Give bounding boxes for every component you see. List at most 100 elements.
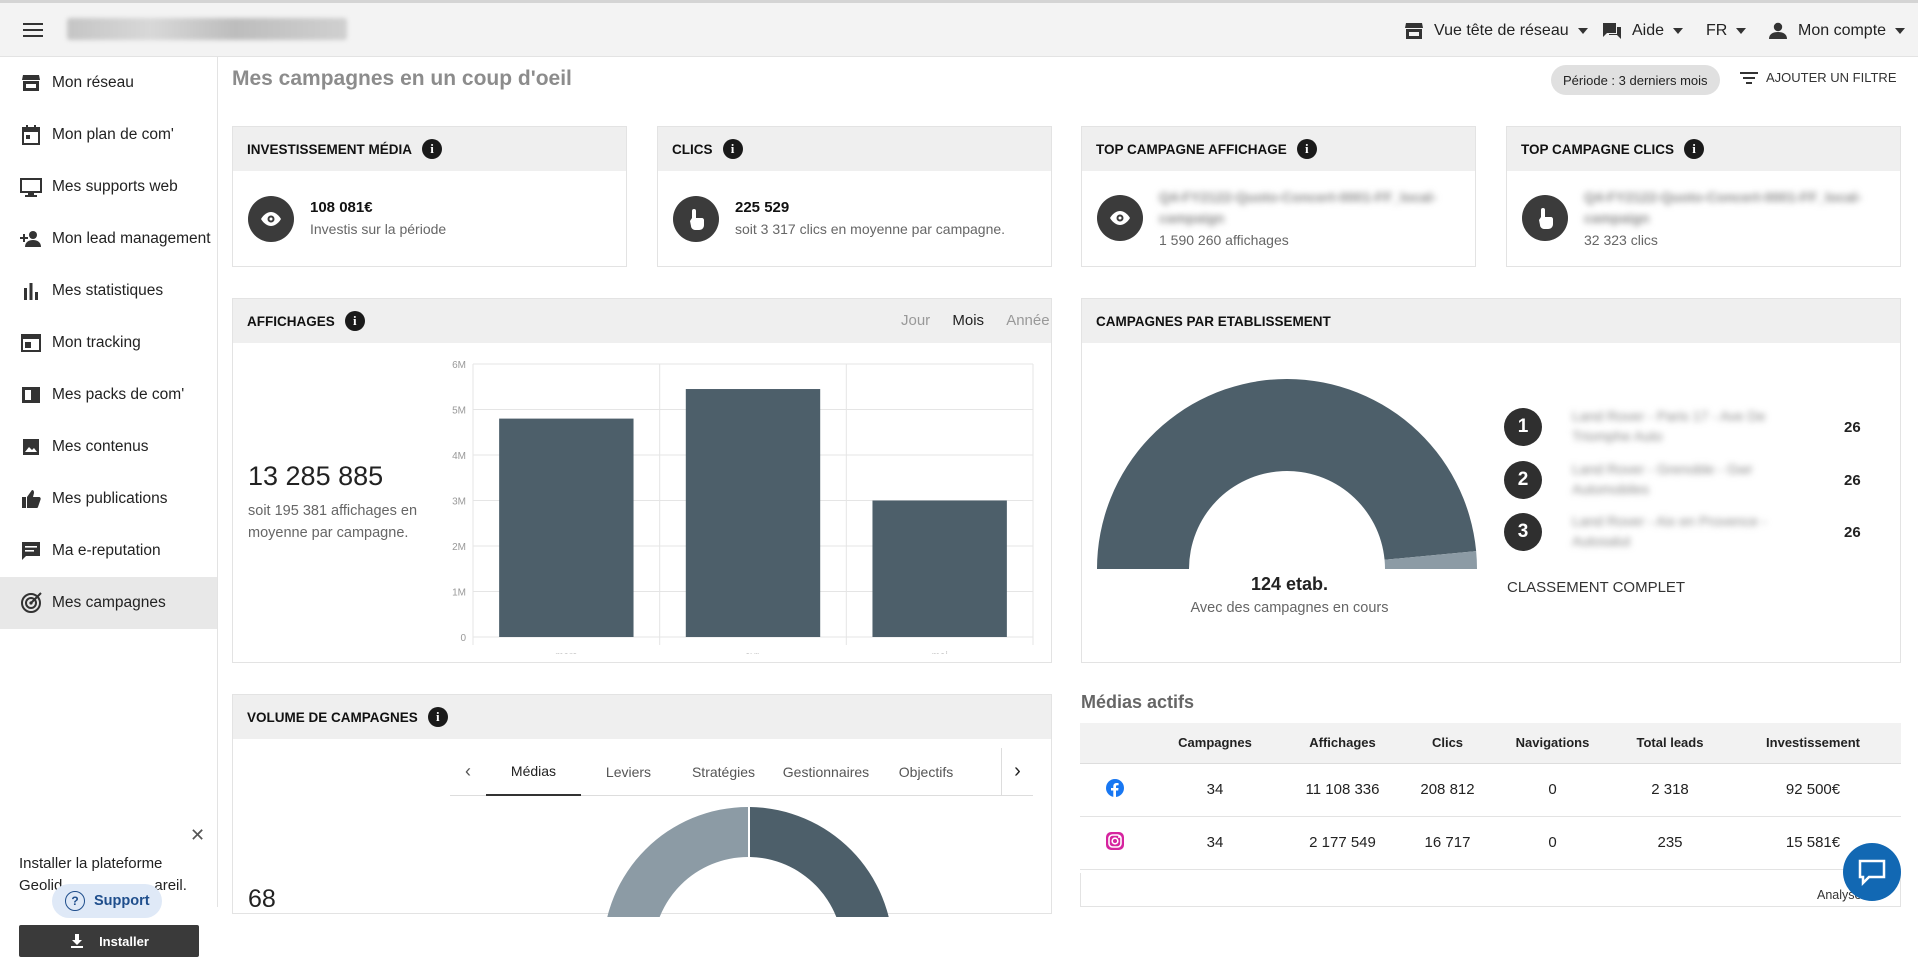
language-dropdown[interactable]: FR [1706,18,1747,44]
account-label: Mon compte [1798,22,1887,39]
install-text-line: Installer la plateforme [19,855,163,872]
sidebar-item-contenus[interactable]: Mes contenus [0,421,217,473]
table-row[interactable]: 34 2 177 549 16 717 0 235 15 581€ [1080,816,1901,870]
establishment-campaign-count: 26 [1844,523,1861,541]
help-dropdown[interactable]: Aide [1602,18,1684,44]
bar-chart-icon [20,281,42,301]
account-dropdown[interactable]: Mon compte [1768,18,1906,44]
column-header[interactable]: Clics [1405,723,1490,764]
sidebar-item-publications[interactable]: Mes publications [0,473,217,525]
sidebar-item-e-reputation[interactable]: Ma e-reputation [0,525,217,577]
kpi-subtitle: soit 3 317 clics en moyenne par campagne… [735,221,1006,237]
info-icon[interactable]: i [1296,139,1317,159]
column-header[interactable]: Total leads [1615,723,1725,764]
medias-actifs-table: Campagnes Affichages Clics Navigations T… [1080,723,1901,870]
period-month-button[interactable]: Mois [952,312,985,329]
kpi-subtitle: 1 590 260 affichages [1159,232,1289,248]
kpi-card-top-affichage: TOP CAMPAGNE AFFICHAGE i Q4-FY2122-Quoto-… [1081,126,1476,267]
establishment-name: Land Rover - Grenoble - Gwr Automobiles [1572,461,1753,497]
target-icon [20,592,42,613]
cell-navigations: 0 [1490,763,1615,817]
network-view-dropdown[interactable]: Vue tête de réseau [1404,18,1588,44]
table-row[interactable]: 34 11 108 336 208 812 0 2 318 92 500€ [1080,763,1901,817]
media-icon-cell [1080,816,1150,870]
x-tick-label: mai [932,651,948,654]
sidebar-item-tracking[interactable]: Mon tracking [0,317,217,369]
period-year-button[interactable]: Année [1006,312,1050,329]
sidebar-item-mon-reseau[interactable]: Mon réseau [0,57,217,109]
caret-down-icon [1895,28,1906,34]
sidebar-item-label: Mon plan de com' [52,126,174,143]
tab-medias[interactable]: Médias [486,748,581,796]
info-icon[interactable]: i [344,311,365,331]
kpi-subtitle: 32 323 clics [1584,232,1658,248]
card-header: CAMPAGNES PAR ETABLISSEMENT [1082,299,1900,343]
info-icon[interactable]: i [422,139,443,159]
install-text-end: areil. [154,877,187,894]
table-header-row: Campagnes Affichages Clics Navigations T… [1080,723,1901,764]
tab-gestionnaires[interactable]: Gestionnaires [782,763,870,780]
info-icon[interactable]: i [722,139,743,159]
browser-icon [20,333,42,353]
help-label: Aide [1632,22,1665,39]
chevron-right-icon[interactable]: › [1001,747,1033,796]
card-header: AFFICHAGES i [233,299,1051,343]
caret-down-icon [1577,28,1588,34]
chat-support-button[interactable] [1843,843,1901,901]
person-add-icon [20,229,42,249]
support-button[interactable]: ? Support [52,884,162,918]
ranking-item[interactable]: 2 Land Rover - Grenoble - Gwr Automobiles… [1504,461,1861,499]
column-header[interactable]: Navigations [1490,723,1615,764]
tab-strategies[interactable]: Stratégies [691,763,756,780]
sidebar-item-label: Mes contenus [52,438,149,455]
bar-avr.[interactable] [685,389,821,637]
install-label: Installer [99,933,149,949]
card-header: CLICS i [658,127,1051,171]
ranking-item[interactable]: 3 Land Rover - Aix en Provence - Autosalu… [1504,513,1861,551]
install-button[interactable]: Installer [19,925,199,957]
sidebar-item-supports-web[interactable]: Mes supports web [0,161,217,213]
caret-down-icon [1673,28,1684,34]
media-icon-cell [1080,763,1150,817]
card-header: TOP CAMPAGNE AFFICHAGE i [1082,127,1475,171]
card-title: CAMPAGNES PAR ETABLISSEMENT [1096,313,1331,329]
close-icon[interactable]: ✕ [190,825,206,845]
eye-icon [1097,195,1143,241]
establishment-count: 124 etab. [1250,574,1329,594]
sidebar-item-campagnes[interactable]: Mes campagnes [0,577,217,629]
column-header[interactable]: Campagnes [1150,723,1280,764]
medias-actifs-title: Médias actifs [1081,692,1195,712]
sidebar-item-label: Mes packs de com' [52,386,185,403]
sidebar-item-statistiques[interactable]: Mes statistiques [0,265,217,317]
column-header[interactable]: Investissement [1725,723,1901,764]
info-icon[interactable]: i [1684,139,1705,159]
period-filter-chip[interactable]: Période : 3 derniers mois [1551,65,1720,95]
tab-leviers[interactable]: Leviers [605,763,652,780]
touch-icon [673,196,719,242]
establishment-subtitle: Avec des campagnes en cours [1190,600,1389,616]
card-title: INVESTISSEMENT MÉDIA [247,141,413,157]
campagnes-etablissement-card: CAMPAGNES PAR ETABLISSEMENT 124 etab. Av… [1081,298,1901,663]
ranking-item[interactable]: 1 Land Rover - Paris 17 - Ave De Triomphe… [1504,408,1861,446]
column-header[interactable]: Affichages [1280,723,1405,764]
establishment-campaign-count: 26 [1844,418,1861,436]
sidebar-item-label: Mes campagnes [52,594,166,611]
hamburger-menu-icon[interactable] [20,20,46,40]
sidebar-item-packs-de-com[interactable]: Mes packs de com' [0,369,217,421]
bar-mars[interactable] [499,418,634,637]
add-filter-button[interactable]: AJOUTER UN FILTRE [1740,70,1897,85]
period-day-button[interactable]: Jour [901,312,931,329]
download-icon [71,934,84,948]
instagram-icon [1106,831,1124,850]
gauge-remaining-segment [1384,551,1477,569]
bar-mai[interactable] [872,500,1007,638]
tab-objectifs[interactable]: Objectifs [898,763,954,780]
chevron-left-icon[interactable]: ‹ [465,761,471,781]
sidebar-item-lead-management[interactable]: Mon lead management [0,213,217,265]
sidebar-item-plan-de-com[interactable]: Mon plan de com' [0,109,217,161]
cell-campagnes: 34 [1150,816,1280,870]
info-icon[interactable]: i [427,707,448,727]
cell-navigations: 0 [1490,816,1615,870]
donut-segment [750,807,889,917]
full-ranking-link[interactable]: CLASSEMENT COMPLET [1507,579,1686,596]
